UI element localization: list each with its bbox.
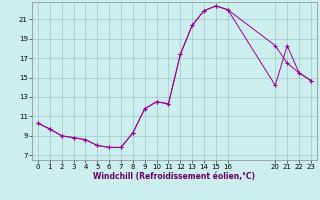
- X-axis label: Windchill (Refroidissement éolien,°C): Windchill (Refroidissement éolien,°C): [93, 172, 255, 181]
